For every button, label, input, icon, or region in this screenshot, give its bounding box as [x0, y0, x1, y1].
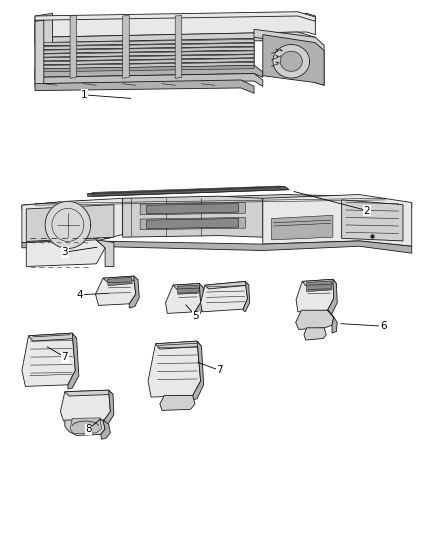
Polygon shape — [39, 59, 254, 65]
Polygon shape — [65, 420, 105, 435]
Polygon shape — [328, 279, 337, 314]
Polygon shape — [45, 201, 91, 248]
Polygon shape — [39, 51, 254, 57]
Polygon shape — [26, 205, 114, 241]
Polygon shape — [60, 390, 110, 421]
Polygon shape — [103, 276, 138, 282]
Polygon shape — [175, 15, 182, 78]
Polygon shape — [35, 20, 44, 87]
Polygon shape — [140, 203, 245, 215]
Polygon shape — [155, 341, 201, 349]
Polygon shape — [129, 276, 139, 308]
Polygon shape — [70, 15, 77, 78]
Polygon shape — [39, 39, 254, 46]
Text: 5: 5 — [192, 311, 199, 321]
Polygon shape — [39, 55, 254, 61]
Polygon shape — [263, 195, 412, 246]
Polygon shape — [304, 328, 326, 340]
Text: 7: 7 — [216, 366, 223, 375]
Polygon shape — [104, 390, 114, 424]
Polygon shape — [173, 284, 203, 289]
Polygon shape — [307, 281, 332, 292]
Polygon shape — [39, 58, 254, 64]
Polygon shape — [39, 46, 254, 53]
Polygon shape — [160, 395, 195, 410]
Polygon shape — [95, 276, 136, 305]
Polygon shape — [65, 390, 113, 396]
Polygon shape — [88, 187, 289, 197]
Polygon shape — [39, 62, 254, 68]
Text: 7: 7 — [61, 352, 68, 362]
Polygon shape — [193, 341, 204, 400]
Polygon shape — [35, 12, 315, 21]
Polygon shape — [272, 215, 333, 240]
Polygon shape — [201, 281, 247, 312]
Polygon shape — [35, 32, 315, 45]
Polygon shape — [328, 310, 337, 333]
Polygon shape — [35, 80, 254, 93]
Polygon shape — [107, 277, 132, 286]
Polygon shape — [140, 217, 245, 230]
Polygon shape — [254, 29, 324, 85]
Polygon shape — [39, 66, 254, 72]
Polygon shape — [123, 15, 129, 78]
Text: 6: 6 — [380, 321, 387, 331]
Polygon shape — [296, 279, 334, 312]
Polygon shape — [177, 285, 198, 294]
Polygon shape — [35, 13, 53, 80]
Polygon shape — [123, 196, 263, 237]
Polygon shape — [39, 54, 254, 60]
Polygon shape — [166, 284, 201, 313]
Polygon shape — [39, 47, 254, 53]
Polygon shape — [263, 35, 324, 85]
Polygon shape — [28, 333, 77, 341]
Polygon shape — [39, 43, 254, 49]
Text: 4: 4 — [77, 290, 84, 300]
Polygon shape — [92, 186, 280, 194]
Polygon shape — [147, 204, 239, 214]
Polygon shape — [35, 65, 263, 77]
Polygon shape — [296, 310, 334, 329]
Polygon shape — [342, 200, 403, 241]
Polygon shape — [205, 281, 249, 289]
Text: 3: 3 — [61, 247, 68, 257]
Polygon shape — [302, 279, 336, 286]
Polygon shape — [243, 281, 250, 312]
Polygon shape — [22, 195, 412, 209]
Text: 1: 1 — [81, 90, 88, 100]
Polygon shape — [39, 38, 254, 72]
Polygon shape — [273, 45, 310, 78]
Polygon shape — [39, 43, 254, 50]
Polygon shape — [35, 74, 263, 86]
Polygon shape — [147, 219, 239, 229]
Polygon shape — [280, 51, 302, 71]
Polygon shape — [68, 333, 79, 389]
Polygon shape — [22, 241, 412, 253]
Polygon shape — [195, 284, 204, 316]
Polygon shape — [26, 240, 105, 266]
Polygon shape — [96, 240, 114, 266]
Polygon shape — [22, 333, 75, 386]
Polygon shape — [22, 198, 123, 243]
Polygon shape — [70, 418, 102, 434]
Polygon shape — [35, 13, 315, 37]
Polygon shape — [148, 341, 201, 397]
Polygon shape — [101, 420, 110, 439]
Polygon shape — [39, 50, 254, 56]
Polygon shape — [39, 62, 254, 69]
Text: 2: 2 — [364, 206, 371, 215]
Text: 8: 8 — [85, 424, 92, 434]
